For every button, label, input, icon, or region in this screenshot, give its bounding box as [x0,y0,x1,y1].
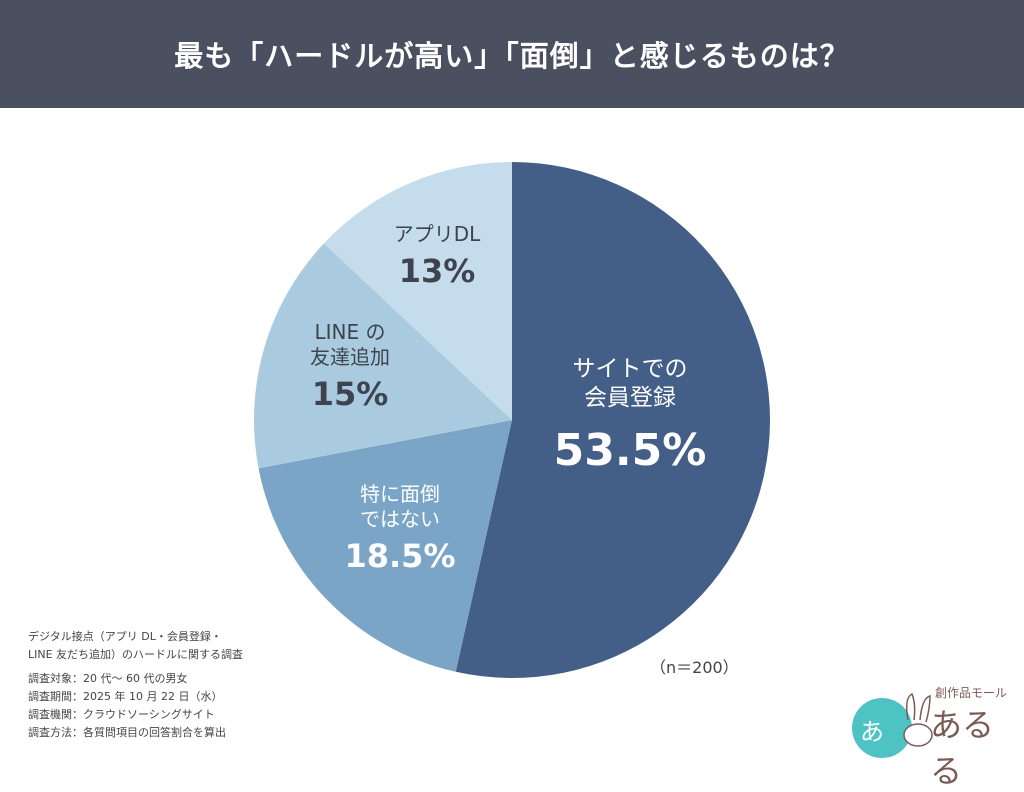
slice-label-text: 友達追加 [310,345,390,369]
slice-label: 特に面倒 ではない 18.5% [290,482,510,576]
slice-label: サイトでの 会員登録 53.5% [520,355,740,478]
logo: あ 創作品モール あるる [850,680,1020,790]
slice-label-text: アプリDL [393,222,481,246]
logo-name: あるる [930,706,995,790]
pie-slice [455,162,771,678]
slice-label-text: サイトでの [572,356,688,382]
logo-mark: あ [852,692,933,758]
slice-percent: 18.5% [344,537,456,575]
survey-agency: 調査機関：クラウドソーシングサイト [28,708,215,721]
survey-notes: デジタル接点（アプリ DL・会員登録・ LINE 友だち追加）のハードルに関する… [28,628,243,742]
slice-percent: 15% [311,375,389,413]
pie-slice [258,420,512,672]
survey-target: 調査対象：20 代～ 60 代の男女 [28,672,188,685]
survey-title-line: LINE 友だち追加）のハードルに関する調査 [28,648,244,661]
slice-label-text: 会員登録 [584,384,676,411]
slice-label-text: ではない [360,507,440,531]
slice-label-text: LINE の [314,320,386,344]
survey-method: 調査方法：各質問項目の回答割合を算出 [28,726,226,739]
slice-percent: 53.5% [553,424,707,476]
pie-slice [253,243,512,469]
slice-percent: 13% [398,252,476,290]
slice-label-text: 特に面倒 [360,482,440,506]
sample-size: （n＝200） [650,658,739,677]
slice-label: LINE の友達追加 15% [240,320,460,414]
page-title: 最も「ハードルが高い」「面倒」と感じるものは？ [0,0,1024,108]
svg-text:あ: あ [860,718,884,746]
pie-slice [323,162,512,420]
survey-title-line: デジタル接点（アプリ DL・会員登録・ [28,630,222,643]
survey-period: 調査期間：2025 年 10 月 22 日（水） [28,690,223,703]
slice-label: アプリDL 13% [327,222,547,291]
pie-chart [253,162,771,678]
logo-tagline: 創作品モール [935,686,1008,700]
